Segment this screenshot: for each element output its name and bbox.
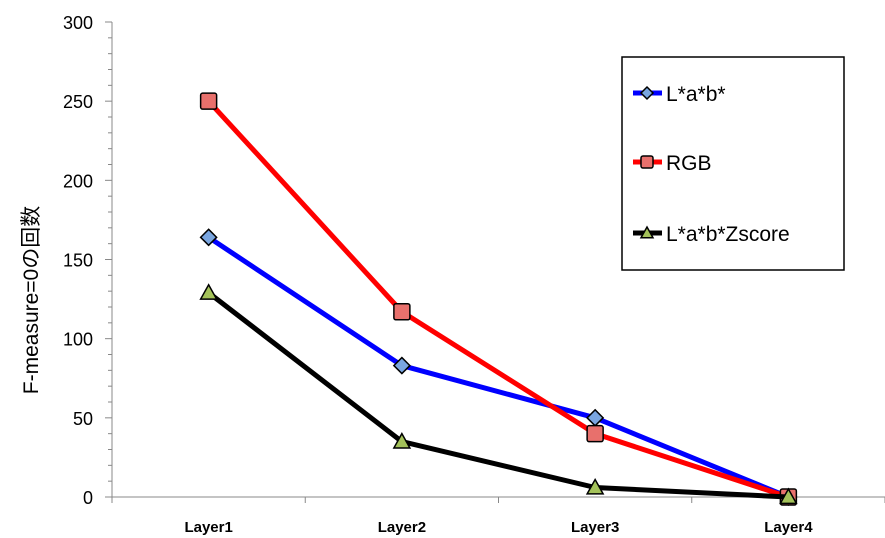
- legend-label: L*a*b*Zscore: [666, 223, 790, 246]
- series-3: [199, 283, 798, 505]
- x-category-label: Layer1: [184, 519, 232, 536]
- data-point: [199, 283, 218, 300]
- legend-label: RGB: [666, 152, 712, 175]
- data-point: [393, 303, 411, 321]
- series-line: [207, 235, 790, 500]
- y-axis-title: F-measure=0の回数: [20, 206, 43, 394]
- x-category-label: Layer3: [571, 519, 619, 536]
- x-category-label: Layer4: [764, 519, 813, 536]
- data-point: [199, 92, 218, 110]
- y-tick-label: 200: [63, 171, 93, 191]
- legend-item: L*a*b*Zscore: [633, 223, 790, 246]
- y-tick-label: 300: [63, 13, 93, 33]
- data-point: [392, 432, 412, 449]
- y-tick-label: 100: [63, 330, 93, 350]
- legend-label: L*a*b*: [666, 83, 726, 106]
- series-line: [207, 290, 789, 500]
- legend-marker: [639, 85, 655, 101]
- y-tick-label: 50: [73, 409, 93, 429]
- data-point: [199, 228, 218, 247]
- data-point: [779, 487, 798, 505]
- data-point: [392, 356, 411, 375]
- y-tick-labels: 0 50 100 150 200 250 300: [63, 13, 93, 508]
- y-tick-label: 150: [63, 251, 93, 271]
- legend-item: L*a*b*: [633, 83, 726, 106]
- data-point: [586, 424, 604, 443]
- series-line: [206, 99, 790, 500]
- x-category-labels: Layer1 Layer2 Layer3 Layer4: [184, 519, 813, 536]
- y-tick-label: 0: [83, 488, 93, 508]
- legend-marker: [640, 155, 654, 169]
- data-point: [585, 477, 605, 495]
- legend: L*a*b* RGB L*a*b*Zscore: [621, 56, 845, 271]
- series-group: [199, 92, 798, 507]
- x-category-label: Layer2: [378, 519, 426, 536]
- y-tick-label: 250: [63, 92, 93, 112]
- legend-marker: [639, 225, 655, 239]
- legend-item: RGB: [633, 152, 712, 175]
- data-point: [586, 408, 605, 427]
